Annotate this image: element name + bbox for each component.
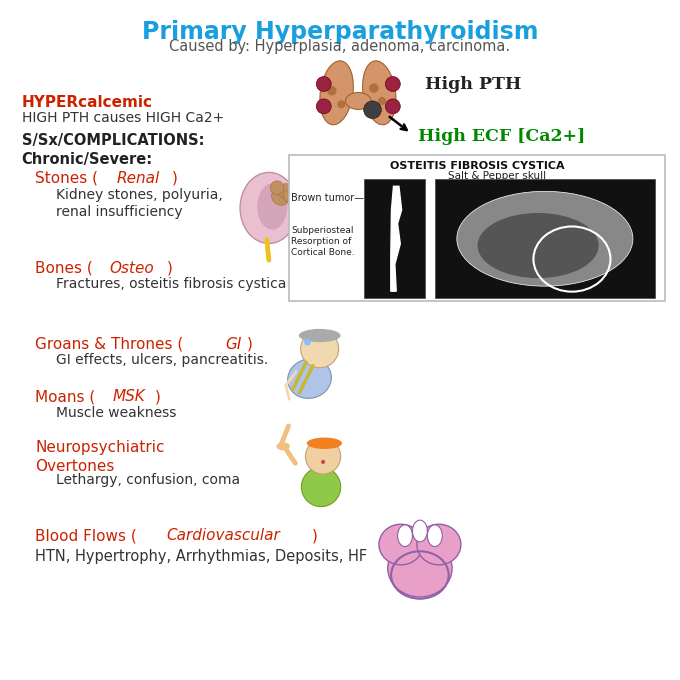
- Ellipse shape: [301, 467, 341, 507]
- Polygon shape: [391, 186, 402, 291]
- Circle shape: [378, 97, 386, 105]
- Ellipse shape: [477, 213, 598, 278]
- Text: Chronic/Severe:: Chronic/Severe:: [22, 152, 153, 167]
- Ellipse shape: [413, 520, 427, 542]
- Text: Cardiovascular: Cardiovascular: [166, 528, 279, 543]
- Text: Renal: Renal: [116, 171, 159, 186]
- Text: ): ): [172, 171, 177, 186]
- Text: Neuropsychiatric
Overtones: Neuropsychiatric Overtones: [35, 440, 165, 475]
- Text: Lethargy, confusion, coma: Lethargy, confusion, coma: [56, 473, 239, 488]
- Circle shape: [386, 99, 401, 114]
- Ellipse shape: [299, 329, 341, 342]
- Ellipse shape: [417, 524, 461, 565]
- Ellipse shape: [388, 539, 452, 597]
- Ellipse shape: [288, 359, 331, 398]
- Circle shape: [321, 460, 325, 464]
- Circle shape: [337, 100, 345, 108]
- Ellipse shape: [362, 61, 396, 124]
- Ellipse shape: [276, 442, 290, 450]
- Text: GI: GI: [226, 337, 242, 352]
- Circle shape: [386, 77, 401, 91]
- Text: ): ): [155, 390, 160, 405]
- Ellipse shape: [379, 524, 423, 565]
- Circle shape: [369, 84, 379, 92]
- Text: ): ): [167, 260, 173, 276]
- Circle shape: [316, 77, 331, 91]
- Text: High ECF [Ca2+]: High ECF [Ca2+]: [418, 129, 585, 146]
- Ellipse shape: [457, 191, 633, 286]
- Circle shape: [304, 339, 311, 345]
- Bar: [364, 180, 424, 298]
- Text: High PTH: High PTH: [424, 75, 521, 92]
- Text: HIGH PTH causes HIGH Ca2+: HIGH PTH causes HIGH Ca2+: [22, 111, 224, 125]
- Text: ): ): [312, 528, 318, 543]
- Ellipse shape: [320, 61, 354, 124]
- Ellipse shape: [240, 173, 298, 243]
- Bar: [435, 180, 655, 298]
- Text: GI effects, ulcers, pancreatitis.: GI effects, ulcers, pancreatitis.: [56, 353, 268, 367]
- Circle shape: [301, 330, 339, 368]
- Ellipse shape: [345, 92, 371, 109]
- Circle shape: [278, 184, 293, 199]
- Circle shape: [270, 181, 284, 194]
- Circle shape: [316, 99, 331, 114]
- Circle shape: [327, 86, 337, 95]
- Text: S/Sx/COMPLICATIONS:: S/Sx/COMPLICATIONS:: [22, 133, 204, 148]
- Text: Moans (: Moans (: [35, 390, 95, 405]
- Text: Osteo: Osteo: [109, 260, 154, 276]
- Circle shape: [271, 186, 290, 205]
- Text: Kidney stones, polyuria,
renal insufficiency: Kidney stones, polyuria, renal insuffici…: [56, 188, 222, 220]
- Text: MSK: MSK: [113, 390, 146, 405]
- Text: Primary Hyperparathyroidism: Primary Hyperparathyroidism: [141, 20, 539, 44]
- Ellipse shape: [398, 525, 413, 547]
- Text: Stones (: Stones (: [35, 171, 98, 186]
- Text: OSTEITIS FIBROSIS CYSTICA: OSTEITIS FIBROSIS CYSTICA: [390, 160, 564, 171]
- Text: HTN, Hypertrophy, Arrhythmias, Deposits, HF: HTN, Hypertrophy, Arrhythmias, Deposits,…: [35, 549, 367, 564]
- Circle shape: [283, 190, 295, 202]
- Circle shape: [305, 439, 341, 474]
- Text: Muscle weakness: Muscle weakness: [56, 406, 176, 420]
- FancyBboxPatch shape: [289, 155, 665, 301]
- Text: Groans & Thrones (: Groans & Thrones (: [35, 337, 184, 352]
- Text: Brown tumor—: Brown tumor—: [291, 194, 364, 203]
- Text: Subperiosteal
Resorption of
Cortical Bone.: Subperiosteal Resorption of Cortical Bon…: [291, 226, 355, 258]
- Text: Salt & Pepper skull: Salt & Pepper skull: [448, 171, 547, 181]
- Text: Caused by: Hyperplasia, adenoma, carcinoma.: Caused by: Hyperplasia, adenoma, carcino…: [169, 39, 511, 54]
- Text: ): ): [247, 337, 253, 352]
- Text: HYPERcalcemic: HYPERcalcemic: [22, 95, 153, 110]
- Ellipse shape: [427, 525, 442, 547]
- Text: Blood Flows (: Blood Flows (: [35, 528, 137, 543]
- Circle shape: [364, 101, 381, 118]
- Text: Bones (: Bones (: [35, 260, 93, 276]
- Ellipse shape: [257, 184, 287, 230]
- Ellipse shape: [307, 437, 342, 449]
- Text: Fractures, osteitis fibrosis cystica: Fractures, osteitis fibrosis cystica: [56, 277, 286, 291]
